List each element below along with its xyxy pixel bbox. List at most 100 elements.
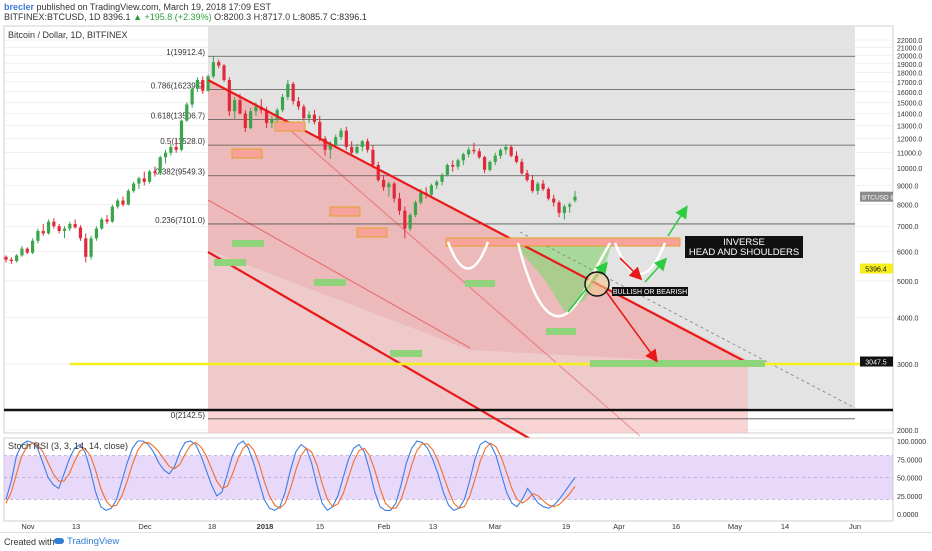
candle-body — [381, 180, 386, 188]
y-tick-label: 6000.0 — [897, 249, 919, 256]
candle-body — [46, 221, 51, 234]
fib-label: 0.618(13506.7) — [151, 111, 206, 120]
stoch-rsi — [4, 440, 893, 512]
candle-body — [238, 100, 242, 114]
candle-body — [126, 190, 130, 205]
candle-body — [482, 157, 487, 170]
candle-body — [366, 141, 370, 150]
price-change: +195.8 (+2.39%) — [144, 12, 212, 22]
candle-body — [488, 161, 492, 170]
candle-body — [25, 248, 29, 253]
candle-body — [217, 62, 221, 66]
fib-label: 0.382(9549.3) — [155, 168, 205, 177]
candle-body — [116, 200, 120, 207]
left-shoulder-curve — [446, 241, 490, 270]
candle-body — [355, 146, 359, 153]
candle-body — [280, 96, 285, 111]
candle-body — [227, 80, 231, 112]
ohlc-values: O:8200.3 H:8717.0 L:8085.7 C:8396.1 — [214, 12, 367, 22]
candle-body — [440, 174, 444, 182]
candle-body — [222, 65, 226, 81]
price-chart[interactable]: 1(19912.4) 0.786(16239.9) 0.618(13506.7) 0.… — [0, 0, 932, 532]
candle-body — [169, 146, 173, 153]
candle-body — [525, 173, 529, 181]
y-tick-label: 15000.0 — [897, 100, 922, 107]
candle-body — [89, 238, 93, 257]
candle-body — [84, 238, 88, 257]
candle-body — [307, 114, 311, 119]
arrow-up-3 — [667, 205, 688, 237]
author-link[interactable]: brecler — [4, 2, 35, 12]
y-tick-label: 16000.0 — [897, 90, 922, 97]
candle-body — [323, 138, 327, 150]
candle-body — [546, 189, 551, 199]
last-price: 8396.1 — [103, 12, 131, 22]
candle-body — [445, 165, 449, 175]
fib-label: 0.236(7101.0) — [155, 216, 205, 225]
candle-body — [206, 76, 210, 91]
rsi-tick-label: 50.0000 — [897, 476, 922, 483]
candle-body — [291, 83, 295, 102]
candle-body — [562, 206, 566, 213]
candle-body — [498, 149, 503, 156]
up-arrow-icon: ▲ — [133, 12, 142, 22]
candle-body — [153, 171, 157, 174]
candle-body — [52, 221, 56, 227]
candle-body — [233, 100, 237, 112]
arrow-down-1 — [619, 257, 643, 281]
price-tag-text: 3047.5 — [865, 359, 887, 366]
time-axis[interactable]: Nov 13 Dec 18 2018 15 Feb 13 Mar 19 Apr 16 May 14 Jun — [4, 520, 893, 531]
ticker-line: BITFINEX:BTCUSD, 1D 8396.1 ▲ +195.8 (+2.… — [4, 12, 367, 22]
candle-body — [371, 149, 375, 166]
x-tick-label: 19 — [562, 522, 570, 531]
price-tag — [860, 356, 893, 367]
decision-circle[interactable] — [584, 271, 610, 297]
channel-lower-line[interactable] — [207, 251, 521, 434]
published-text: published on TradingView.com, March 19, … — [36, 2, 272, 12]
candle-body — [467, 149, 471, 155]
candle-body — [312, 114, 317, 122]
candle-body — [296, 101, 301, 107]
candle-body — [249, 111, 253, 129]
candle-body — [334, 137, 338, 146]
channel-fill-zone — [208, 80, 748, 433]
price-axis[interactable]: 2000.0 3000.0 4000.0 5000.0 6000.0 7000.0 8000… — [897, 38, 922, 435]
x-tick-label: Nov — [21, 522, 35, 531]
price-tag-text: 5396.4 — [865, 267, 887, 274]
candle-body — [472, 149, 476, 152]
candle-body — [100, 219, 104, 229]
candle-body — [302, 106, 306, 119]
x-tick-label: May — [728, 522, 742, 531]
channel-inner-zone — [208, 80, 758, 365]
candle-body — [568, 204, 572, 207]
candle-body — [413, 202, 418, 216]
candle-body — [509, 146, 513, 156]
candle-body — [4, 256, 8, 260]
tradingview-link[interactable]: TradingView — [54, 536, 119, 547]
rsi-axis: 100.0000 75.0000 50.0000 25.0000 0.0000 — [897, 439, 926, 519]
candle-body — [185, 104, 189, 121]
candle-body — [15, 255, 19, 262]
candle-body — [318, 121, 322, 139]
candle-body — [461, 154, 465, 161]
y-tick-label: 9000.0 — [897, 183, 919, 190]
y-tick-label: 5000.0 — [897, 279, 919, 286]
candle-body — [435, 181, 439, 186]
publish-line: brecler published on TradingView.com, Ma… — [4, 2, 271, 12]
candle-body — [78, 227, 83, 239]
candle-body — [201, 80, 205, 91]
y-tick-label: 10000.0 — [897, 166, 922, 173]
candle-body — [137, 178, 141, 184]
candle-body — [68, 223, 72, 229]
candle-body — [105, 219, 109, 222]
y-tick-label: 17000.0 — [897, 80, 922, 87]
candle-body — [121, 200, 125, 205]
y-tick-label: 11000.0 — [897, 151, 922, 158]
x-tick-label: Apr — [613, 522, 625, 531]
pane-title: Bitcoin / Dollar, 1D, BITFINEX — [8, 30, 128, 40]
y-tick-label: 20000.0 — [897, 54, 922, 61]
candle-body — [270, 119, 274, 124]
pattern-label-bottom: HEAD AND SHOULDERS — [689, 247, 799, 258]
candle-body — [94, 228, 99, 239]
x-tick-label: Jun — [849, 522, 861, 531]
